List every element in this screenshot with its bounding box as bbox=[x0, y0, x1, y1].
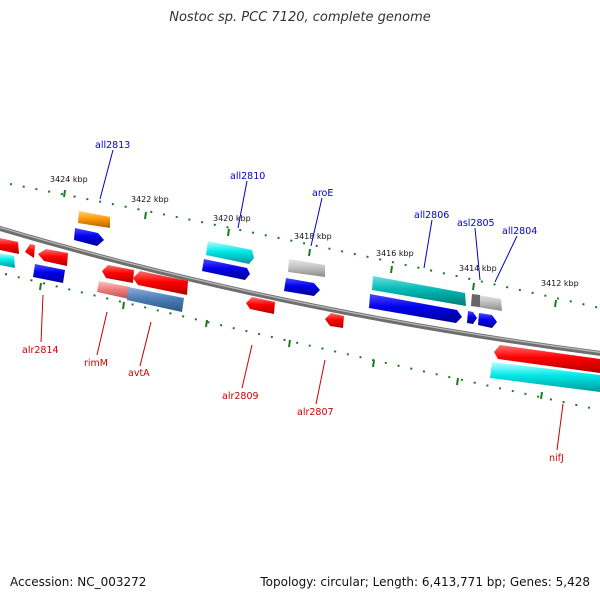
gene-arrow[interactable] bbox=[325, 313, 344, 328]
gene-label-avtA[interactable]: avtA bbox=[128, 368, 150, 379]
leader-line bbox=[556, 403, 564, 451]
major-tick bbox=[63, 189, 66, 198]
leader-line bbox=[99, 149, 114, 200]
gene-arrow[interactable] bbox=[74, 228, 104, 246]
major-tick bbox=[390, 265, 393, 274]
leader-line bbox=[96, 311, 108, 356]
gene-arrow[interactable] bbox=[490, 362, 600, 392]
gene-arrow[interactable] bbox=[467, 311, 477, 324]
accession-text: Accession: NC_003272 bbox=[10, 575, 147, 589]
gene-arrow[interactable] bbox=[471, 294, 480, 307]
tick-label: 3414 kbp bbox=[459, 264, 497, 273]
sequence-backbone bbox=[0, 225, 600, 356]
gene-arrow[interactable] bbox=[202, 259, 250, 280]
reverse-genes bbox=[97, 265, 600, 392]
major-tick bbox=[308, 248, 311, 257]
gene-arrow[interactable] bbox=[25, 244, 35, 258]
leader-line bbox=[241, 344, 253, 389]
major-tick bbox=[540, 391, 543, 400]
gene-arrow[interactable] bbox=[97, 281, 130, 299]
gene-arrow[interactable] bbox=[127, 287, 184, 312]
leader-line bbox=[423, 219, 433, 269]
major-tick bbox=[39, 282, 42, 291]
gene-label-alr2814[interactable]: alr2814 bbox=[22, 345, 59, 356]
major-tick bbox=[144, 211, 147, 220]
ruler-major-ticks bbox=[63, 189, 557, 308]
gene-label-alr2807[interactable]: alr2807 bbox=[297, 407, 334, 418]
tick-label: 3422 kbp bbox=[131, 195, 169, 204]
gene-label-asl2805[interactable]: asl2805 bbox=[457, 218, 495, 229]
major-tick bbox=[472, 282, 475, 291]
leader-line bbox=[315, 359, 326, 405]
leader-line bbox=[474, 227, 481, 281]
forward-genes bbox=[0, 211, 502, 328]
tick-label: 3424 kbp bbox=[50, 175, 88, 184]
major-tick bbox=[227, 228, 230, 237]
gene-arrow[interactable] bbox=[102, 265, 134, 283]
leader-line bbox=[40, 294, 44, 343]
major-tick bbox=[456, 377, 459, 386]
gene-arrow[interactable] bbox=[33, 264, 65, 283]
gene-arrow[interactable] bbox=[0, 253, 15, 268]
gene-label-nifJ[interactable]: nifJ bbox=[549, 453, 564, 464]
gene-arrow[interactable] bbox=[369, 294, 462, 323]
leader-line bbox=[139, 321, 152, 367]
major-tick bbox=[122, 301, 125, 310]
major-tick bbox=[554, 299, 557, 308]
gene-label-aroE[interactable]: aroE bbox=[312, 188, 333, 199]
gene-arrow[interactable] bbox=[206, 241, 254, 264]
gene-arrow[interactable] bbox=[372, 276, 466, 306]
genome-summary-text: Topology: circular; Length: 6,413,771 bp… bbox=[260, 575, 590, 589]
gene-arrow[interactable] bbox=[478, 313, 497, 328]
gene-label-all2813[interactable]: all2813 bbox=[95, 140, 130, 151]
gene-arrow[interactable] bbox=[494, 345, 600, 373]
major-tick bbox=[288, 339, 291, 348]
gene-label-all2810[interactable]: all2810 bbox=[230, 171, 265, 182]
tick-label: 3416 kbp bbox=[376, 249, 414, 258]
major-tick bbox=[205, 319, 208, 328]
gene-label-all2804[interactable]: all2804 bbox=[502, 226, 537, 237]
sequence-backbone-highlight bbox=[0, 226, 600, 353]
leader-line bbox=[310, 197, 323, 247]
gene-arrow[interactable] bbox=[38, 249, 68, 266]
leader-line bbox=[237, 180, 248, 229]
gene-label-rimM[interactable]: rimM bbox=[84, 358, 108, 369]
leader-line bbox=[494, 235, 518, 283]
ruler-reverse-major-ticks bbox=[39, 282, 543, 400]
gene-arrow[interactable] bbox=[246, 297, 275, 314]
gene-arrow[interactable] bbox=[0, 238, 19, 254]
tick-label: 3412 kbp bbox=[541, 279, 579, 288]
label-leaders bbox=[40, 149, 564, 451]
gene-arrow[interactable] bbox=[288, 259, 325, 277]
tick-label: 3420 kbp bbox=[213, 214, 251, 223]
major-tick bbox=[372, 359, 375, 368]
gene-arrow[interactable] bbox=[133, 271, 188, 295]
gene-arrow[interactable] bbox=[78, 211, 110, 228]
gene-label-all2806[interactable]: all2806 bbox=[414, 210, 449, 221]
gene-label-alr2809[interactable]: alr2809 bbox=[222, 391, 259, 402]
gene-labels: all2813 all2810 aroE all2806 asl2805 all… bbox=[22, 140, 564, 464]
map-title: Nostoc sp. PCC 7120, complete genome bbox=[169, 10, 431, 25]
gene-arrow[interactable] bbox=[284, 278, 320, 296]
